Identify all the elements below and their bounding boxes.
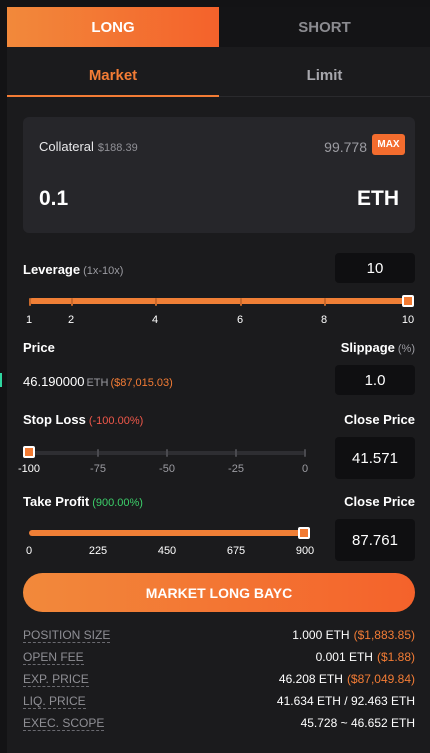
leverage-range: (1x-10x) (83, 265, 124, 277)
stop-loss-tick (166, 449, 168, 457)
collateral-token[interactable]: ETH (357, 187, 399, 210)
leverage-label: Leverage (1x-10x) (23, 262, 123, 277)
info-row-exec-scope: EXEC. SCOPE 45.728 ~ 46.652 ETH (23, 713, 415, 733)
info-row-position-size: POSITION SIZE 1.000 ETH ($1,883.85) (23, 625, 415, 645)
info-value-text: 45.728 ~ 46.652 ETH (300, 716, 415, 730)
stop-loss-label: Stop Loss (-100.00%) (23, 412, 143, 427)
tab-market[interactable]: Market (7, 55, 219, 97)
info-value-text: 41.634 ETH / 92.463 ETH (276, 694, 415, 708)
take-profit-tick-label: 225 (88, 545, 108, 557)
slippage-input[interactable]: 1.0 (335, 365, 415, 395)
leverage-input[interactable]: 10 (335, 253, 415, 283)
info-value: 45.728 ~ 46.652 ETH (301, 716, 415, 730)
stop-loss-slider-thumb[interactable] (23, 446, 35, 458)
stop-loss-label-text: Stop Loss (23, 412, 86, 427)
max-button[interactable]: MAX (372, 134, 405, 155)
collateral-card: Collateral $188.39 99.778 MAX 0.1 ETH (23, 117, 415, 233)
leverage-tick (155, 298, 157, 306)
stop-loss-tick (304, 449, 306, 457)
info-key[interactable]: POSITION SIZE (23, 627, 111, 643)
info-row-liq-price: LIQ. PRICE 41.634 ETH / 92.463 ETH (23, 691, 415, 711)
take-profit-pct: (900.00%) (92, 497, 143, 509)
stop-loss-tick-label: -75 (90, 463, 106, 475)
info-value: 46.208 ETH ($87,049.84) (279, 672, 415, 686)
leverage-slider-track[interactable] (29, 298, 409, 304)
take-profit-tick-label: 675 (226, 545, 246, 557)
take-profit-close-price-input[interactable]: 87.761 (335, 519, 415, 561)
stop-loss-tick (235, 449, 237, 457)
leverage-tick-label: 4 (151, 314, 159, 326)
tab-long[interactable]: LONG (7, 7, 219, 47)
leverage-slider-thumb[interactable] (402, 295, 414, 307)
take-profit-tick-label: 450 (157, 545, 177, 557)
info-value-usd: ($87,049.84) (346, 672, 415, 686)
price-unit: ETH (86, 377, 109, 389)
take-profit-slider-thumb[interactable] (298, 527, 310, 539)
side-tabs: LONG SHORT (7, 7, 430, 47)
leverage-tick-label: 1 (25, 314, 33, 326)
trade-panel: LONG SHORT Market Limit Collateral $188.3… (7, 7, 430, 753)
stop-loss-pct: (-100.00%) (88, 415, 144, 427)
info-value: 41.634 ETH / 92.463 ETH (277, 694, 415, 708)
info-key[interactable]: EXP. PRICE (23, 671, 89, 687)
stop-loss-tick-label: -50 (159, 463, 175, 475)
leverage-tick-label: 10 (401, 314, 415, 326)
info-value-text: 1.000 ETH (292, 628, 350, 642)
price-label: Price (23, 340, 55, 355)
stop-loss-tick-label: 0 (301, 463, 309, 475)
leverage-tick-label: 2 (67, 314, 75, 326)
stop-loss-tick (97, 449, 99, 457)
info-value: 1.000 ETH ($1,883.85) (292, 628, 415, 642)
collateral-balance: 99.778 (324, 139, 367, 155)
leverage-tick-label: 6 (236, 314, 244, 326)
collateral-label-text: Collateral (39, 139, 94, 154)
market-long-button[interactable]: MARKET LONG BAYC (23, 573, 415, 612)
collateral-amount-input[interactable]: 0.1 (39, 187, 69, 210)
info-key[interactable]: OPEN FEE (23, 649, 84, 665)
slippage-label: Slippage (%) (341, 340, 415, 355)
collateral-usd: $188.39 (97, 142, 138, 154)
take-profit-label: Take Profit (900.00%) (23, 494, 143, 509)
leverage-tick (324, 298, 326, 306)
stop-loss-close-price-input[interactable]: 41.571 (335, 437, 415, 479)
info-row-open-fee: OPEN FEE 0.001 ETH ($1.88) (23, 647, 415, 667)
order-type-tabs: Market Limit (7, 55, 430, 97)
leverage-tick (71, 298, 73, 306)
leverage-label-text: Leverage (23, 262, 81, 277)
stop-loss-tick-label: -25 (228, 463, 244, 475)
collateral-label: Collateral $188.39 (39, 139, 138, 154)
info-value-text: 0.001 ETH (315, 650, 373, 664)
edge-indicator (0, 373, 2, 387)
take-profit-tick-label: 900 (295, 545, 315, 557)
take-profit-close-label: Close Price (344, 494, 415, 509)
take-profit-label-text: Take Profit (23, 494, 90, 509)
price-value: 46.190000 ETH ($87,015.03) (23, 374, 173, 389)
price-number: 46.190000 (23, 374, 85, 389)
tab-short[interactable]: SHORT (219, 7, 430, 47)
tab-limit[interactable]: Limit (219, 55, 430, 97)
info-row-exp-price: EXP. PRICE 46.208 ETH ($87,049.84) (23, 669, 415, 689)
leverage-tick (240, 298, 242, 306)
info-value-usd: ($1,883.85) (353, 628, 415, 642)
info-value: 0.001 ETH ($1.88) (316, 650, 415, 664)
stop-loss-tick-label: -100 (17, 463, 41, 475)
slippage-unit: (%) (397, 343, 415, 355)
price-usd: ($87,015.03) (110, 377, 173, 389)
info-value-text: 46.208 ETH (278, 672, 343, 686)
take-profit-slider-track[interactable] (29, 530, 305, 536)
leverage-tick (29, 298, 31, 306)
info-value-usd: ($1.88) (376, 650, 415, 664)
info-key[interactable]: EXEC. SCOPE (23, 715, 105, 731)
info-key[interactable]: LIQ. PRICE (23, 693, 86, 709)
stop-loss-close-label: Close Price (344, 412, 415, 427)
leverage-tick-label: 8 (320, 314, 328, 326)
slippage-label-text: Slippage (340, 340, 395, 355)
take-profit-tick-label: 0 (25, 545, 33, 557)
